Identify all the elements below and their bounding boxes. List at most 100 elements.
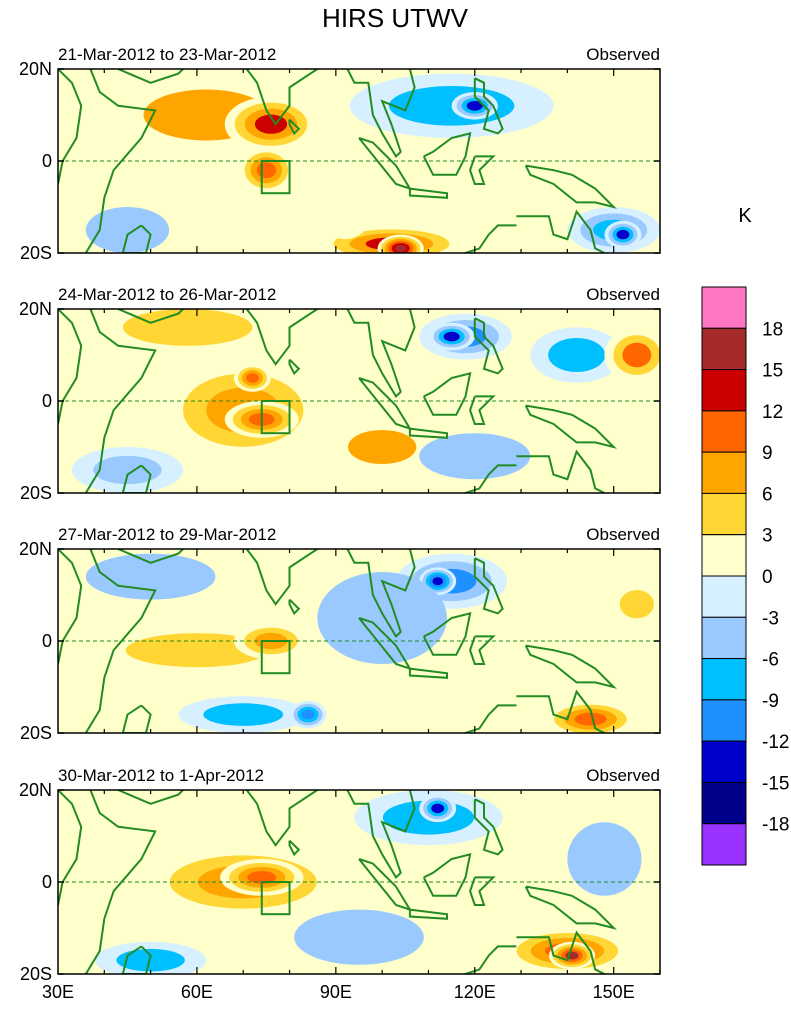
coastline-15	[121, 945, 152, 974]
coastline-3	[117, 309, 185, 324]
contour-8-2	[548, 338, 606, 372]
coastline-5	[346, 790, 416, 880]
colorbar-label: 12	[762, 402, 783, 423]
panel-4: 30-Mar-2012 to 1-Apr-2012 Observed 20N 0 20S	[19, 766, 661, 984]
coastline-10	[473, 557, 504, 615]
coastline-7	[408, 908, 448, 920]
coastline-9	[469, 155, 496, 185]
coastline-1	[84, 309, 157, 493]
x-tick-label: 150E	[593, 982, 635, 1002]
coastline-1	[84, 790, 157, 974]
coastline-2	[58, 309, 83, 425]
x-tick-label: 90E	[320, 982, 352, 1002]
coastline-5	[346, 549, 416, 639]
panel-period: 21-Mar-2012 to 23-Mar-2012	[58, 45, 276, 64]
coastline-14	[288, 118, 301, 136]
coastline-9	[469, 635, 496, 665]
colorbar-label: -3	[762, 608, 779, 629]
colorbar-label: 6	[762, 484, 773, 505]
coastline-11	[524, 164, 617, 209]
contour-6-4	[431, 803, 445, 814]
contour-5-6	[395, 245, 407, 252]
colorbar-segment	[701, 575, 747, 618]
panel-field	[58, 69, 660, 253]
panel-period: 30-Mar-2012 to 1-Apr-2012	[58, 766, 264, 785]
coastline-7	[408, 667, 448, 679]
coastline-4	[245, 549, 320, 606]
region-box	[260, 400, 291, 435]
contour-11-1	[85, 553, 216, 600]
colorbar-label: 3	[762, 526, 773, 547]
contour-7-2	[116, 948, 185, 972]
colorbar-segment	[701, 823, 747, 866]
colorbar-segment	[701, 616, 747, 660]
colorbar-segment	[701, 369, 747, 412]
coastline-7	[408, 187, 448, 199]
coastline-5	[346, 69, 416, 159]
panel-label: Observed	[586, 45, 660, 64]
coastline-9	[469, 876, 496, 906]
colorbar-label: 18	[762, 319, 783, 340]
coastline-4	[245, 69, 320, 126]
panel-field	[58, 790, 660, 974]
coastline-12	[516, 930, 605, 974]
contour-11-1	[308, 128, 383, 240]
colorbar-segment	[701, 658, 747, 701]
coastline-10	[473, 317, 504, 375]
colorbar-segment	[701, 286, 747, 329]
coastline-11	[524, 644, 617, 689]
colorbar-label: 9	[762, 443, 773, 464]
panel-2: 24-Mar-2012 to 26-Mar-2012 Observed 20N 0 20…	[19, 285, 661, 503]
coastline-8	[422, 612, 472, 656]
coastline-15	[121, 704, 152, 733]
contour-4-5	[432, 577, 444, 586]
colorbar: 18 15 12 9 6 3 0 -3 -6 -9 -12 -15 -18	[701, 286, 789, 866]
coastline-13	[461, 704, 517, 733]
coastline-12	[516, 209, 605, 253]
y-tick-label: 0	[42, 391, 52, 411]
contour-10-1	[567, 822, 642, 896]
colorbar-label: -12	[762, 732, 789, 753]
y-tick-label: 20S	[20, 723, 52, 743]
panels: 21-Mar-2012 to 23-Mar-2012 Observed 20N 0 20…	[19, 45, 661, 1002]
contour-7-4	[466, 101, 483, 111]
coastline-3	[117, 790, 185, 805]
contour-5-4	[574, 712, 607, 726]
coastline-3	[117, 69, 185, 84]
coastline-4	[245, 790, 320, 847]
coastline-3	[117, 549, 185, 564]
panel-label: Observed	[586, 285, 660, 304]
contour-9-4	[616, 229, 630, 240]
coastline-12	[516, 449, 605, 493]
contour-9-1	[465, 636, 577, 664]
coastline-8	[422, 372, 472, 416]
y-tick-label: 20N	[19, 780, 52, 800]
figure-title: HIRS UTWV	[322, 3, 469, 33]
colorbar-label: -18	[762, 815, 789, 836]
y-tick-label: 0	[42, 631, 52, 651]
colorbar-label: -9	[762, 691, 779, 712]
coastline-13	[461, 945, 517, 974]
colorbar-segment	[701, 492, 747, 536]
colorbar-segment	[701, 534, 747, 577]
panel-label: Observed	[586, 766, 660, 785]
x-tick-label: 30E	[42, 982, 74, 1002]
contour-6-2	[203, 703, 284, 726]
panel-label: Observed	[586, 525, 660, 544]
contour-10-2	[619, 590, 654, 619]
panel-field	[58, 309, 660, 493]
coastline-8	[422, 132, 472, 176]
colorbar-segment	[701, 699, 747, 742]
colorbar-label: -15	[762, 773, 789, 794]
colorbar-segment	[701, 327, 747, 371]
coastline-13	[461, 224, 517, 253]
panel-period: 27-Mar-2012 to 29-Mar-2012	[58, 525, 276, 544]
coastline-11	[524, 404, 617, 449]
contour-2-4	[247, 871, 277, 884]
contour-7-4	[443, 331, 460, 342]
contour-7-4	[301, 709, 315, 720]
coastline-8	[422, 853, 472, 897]
coastline-11	[524, 885, 617, 930]
x-tick-label: 120E	[454, 982, 496, 1002]
contour-5-1	[122, 309, 253, 346]
